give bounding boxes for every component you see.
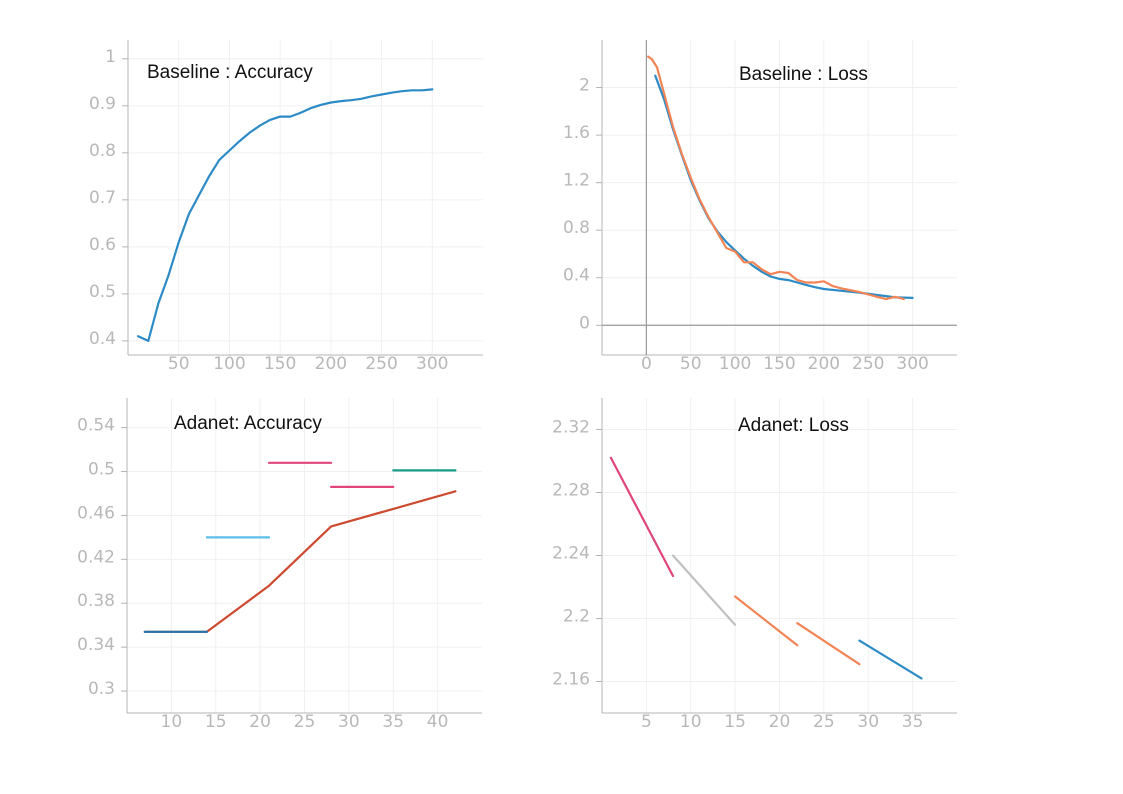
chart-title: Baseline : Accuracy: [147, 62, 313, 83]
y-tick-label: 0.46: [77, 503, 115, 523]
x-tick-label: 300: [416, 354, 448, 374]
series-line-5: [858, 639, 923, 680]
y-tick-label: 0.6: [89, 235, 116, 255]
y-tick-label: 0.34: [77, 635, 115, 655]
y-tick-label: 1.2: [563, 171, 590, 191]
x-tick-label: 5: [641, 712, 652, 732]
x-tick-label: 150: [264, 354, 296, 374]
chart-adanet-accuracy: 0.3 0.34 0.38 0.42 0.46 0.5 0.54 10 15 20 25 30 35 40…: [77, 398, 482, 732]
x-tick-label: 35: [382, 712, 404, 732]
x-tick-label: 200: [808, 354, 840, 374]
x-tick-label: 30: [338, 712, 360, 732]
series-line-1: [143, 490, 457, 633]
y-tick-label: 0.4: [89, 329, 116, 349]
chart-adanet-loss: 2.16 2.2 2.24 2.28 2.32 5 10 15 20 25 30 35 Adanet: …: [552, 398, 957, 732]
chart-title: Baseline : Loss: [739, 64, 868, 85]
y-tick-label: 2.16: [552, 670, 590, 690]
y-tick-label: 0.4: [563, 266, 590, 286]
x-tick-label: 20: [769, 712, 791, 732]
y-tick-label: 0.9: [89, 94, 116, 114]
series-line-3: [733, 595, 799, 647]
x-tick-label: 25: [294, 712, 316, 732]
x-tick-label: 100: [213, 354, 245, 374]
x-tick-label: 200: [315, 354, 347, 374]
y-tick-label: 0.8: [89, 141, 116, 161]
y-tick-label: 2.2: [563, 607, 590, 627]
series-line-2: [671, 554, 737, 626]
y-tick-label: 2.24: [552, 544, 590, 564]
series-line-4: [796, 622, 861, 666]
x-tick-label: 15: [205, 712, 227, 732]
x-tick-label: 250: [365, 354, 397, 374]
y-tick-label: 0.5: [89, 282, 116, 302]
x-tick-label: 0: [641, 354, 652, 374]
x-tick-label: 10: [161, 712, 183, 732]
y-tick-label: 2: [579, 76, 590, 96]
y-tick-label: 0.8: [563, 218, 590, 238]
series-line-2: [646, 55, 905, 301]
x-tick-label: 250: [852, 354, 884, 374]
series-line-1: [609, 456, 675, 578]
chart-title: Adanet: Loss: [738, 415, 849, 436]
chart-title: Adanet: Accuracy: [174, 413, 322, 434]
y-tick-label: 2.28: [552, 481, 590, 501]
x-tick-label: 50: [680, 354, 702, 374]
y-tick-label: 0: [579, 313, 590, 333]
x-tick-label: 300: [896, 354, 928, 374]
x-tick-label: 10: [680, 712, 702, 732]
x-tick-label: 100: [719, 354, 751, 374]
x-tick-label: 15: [724, 712, 746, 732]
y-tick-label: 0.54: [77, 416, 115, 436]
x-tick-label: 150: [763, 354, 795, 374]
y-tick-label: 0.7: [89, 188, 116, 208]
x-tick-label: 30: [857, 712, 879, 732]
x-tick-label: 40: [427, 712, 449, 732]
y-tick-label: 2.32: [552, 418, 590, 438]
x-tick-label: 35: [902, 712, 924, 732]
y-tick-label: 0.42: [77, 547, 115, 567]
y-tick-label: 0.3: [88, 679, 115, 699]
series-line-1: [137, 88, 434, 342]
y-tick-label: 1.6: [563, 123, 590, 143]
x-tick-label: 20: [249, 712, 271, 732]
x-tick-label: 25: [813, 712, 835, 732]
y-tick-label: 1: [105, 47, 116, 67]
x-tick-label: 50: [168, 354, 190, 374]
y-tick-label: 0.38: [77, 591, 115, 611]
chart-baseline-loss: 0 0.4 0.8 1.2 1.6 2 0 50 100 150 200 250 300 Baseline…: [563, 40, 957, 374]
y-tick-label: 0.5: [88, 460, 115, 480]
